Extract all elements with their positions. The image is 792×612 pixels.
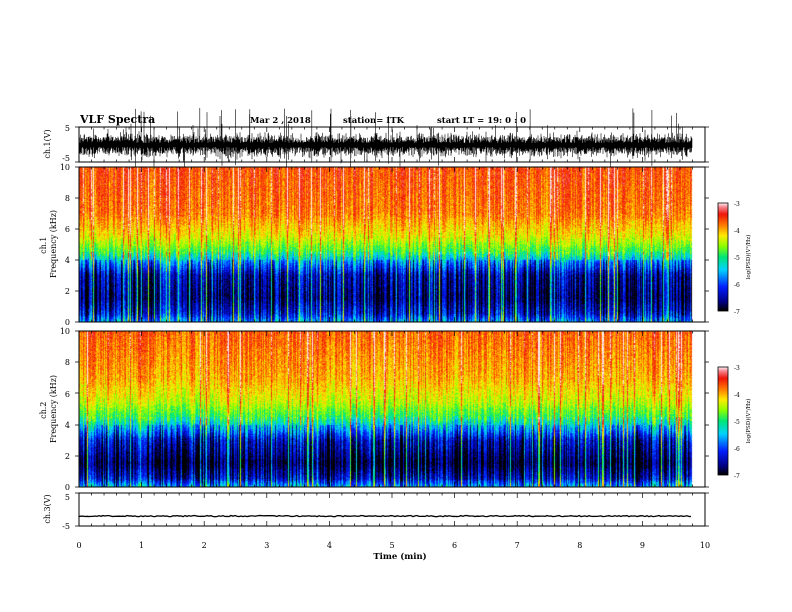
ch3-waveform-trace: [78, 514, 692, 518]
ch2-colorbar-tick-m6: -6: [734, 446, 740, 453]
ch2-colorbar-image: [718, 367, 728, 475]
x-tick-label: 3: [264, 541, 269, 550]
ch2-spectrogram-ticks: [75, 330, 709, 488]
ch2-colorbar-frame: [717, 366, 729, 476]
tick-marks: [75, 166, 709, 323]
ch3-waveform-panel: 5 -5 ch.3(V) 0 1 2 3 4 5 6 7 8 9 10 Time (min): [43, 492, 710, 562]
ch2-spectrogram-image: [79, 331, 705, 487]
ch2-ytick-10: 10: [60, 327, 70, 336]
figure-title: VLF Spectra: [79, 113, 155, 126]
x-tick-label: 6: [452, 541, 457, 550]
ch1-colorbar-tick-m3: -3: [734, 201, 740, 208]
ch2-spectrogram-ylabel: ch.2 Frequency (kHz): [39, 375, 58, 443]
ch1-waveform-ticks: [75, 126, 709, 163]
ch1-ytick-4: 4: [65, 256, 70, 265]
x-tick-label: 5: [389, 541, 394, 550]
ch2-ytick-2: 2: [65, 452, 70, 461]
x-tick-label: 7: [515, 541, 520, 550]
x-tick-labels: 0 1 2 3 4 5 6 7 8 9 10: [76, 541, 710, 550]
x-tick-label: 0: [76, 541, 81, 550]
ch3-waveform-ticks: [75, 492, 709, 527]
ch2-spectrogram-panel: 0 2 4 6 8 10 ch.2 Frequency (kHz) -3 -4 …: [39, 327, 752, 492]
ch1-ytick-10: 10: [60, 163, 70, 172]
ch2-colorbar-tick-m3: -3: [734, 365, 740, 372]
x-tick-label: 9: [640, 541, 645, 550]
ch2-ytick-0: 0: [65, 483, 70, 492]
ch3-waveform-line: [78, 514, 692, 518]
station-label: station= ITK: [343, 116, 405, 126]
ch1-waveform-ylabel: ch.1(V): [43, 129, 52, 158]
ch1-waveform-ytick-top: 5: [65, 124, 70, 133]
ch1-waveform-panel: 5 -5 ch.1(V): [43, 108, 709, 169]
ch1-colorbar-image: [718, 203, 728, 311]
start-time-label: start LT = 19: 0 : 0: [437, 116, 526, 126]
ch1-waveform-ytick-bottom: -5: [62, 154, 70, 163]
x-tick-label: 10: [700, 541, 710, 550]
tick-marks: [75, 492, 709, 527]
ch2-ytick-8: 8: [65, 358, 70, 367]
ch2-ytick-6: 6: [65, 390, 70, 399]
ch1-spectrogram-ylabel: ch.1 Frequency (kHz): [39, 210, 58, 278]
x-tick-label: 2: [202, 541, 207, 550]
ch1-ytick-8: 8: [65, 194, 70, 203]
ch1-ytick-2: 2: [65, 287, 70, 296]
ch1-colorbar-tick-m5: -5: [734, 255, 740, 262]
ch2-colorbar-tick-m5: -5: [734, 419, 740, 426]
ch2-colorbar-label: log(PSD)(V²/Hz): [745, 399, 752, 444]
x-tick-label: 8: [577, 541, 582, 550]
ch1-colorbar-frame: [717, 202, 729, 312]
ch1-colorbar-tick-m4: -4: [734, 228, 740, 235]
ch1-colorbar-tick-m7: -7: [734, 309, 740, 316]
ch1-spectrogram-panel: 0 2 4 6 8 10 ch.1 Frequency (kHz) -3 -4 …: [39, 163, 752, 327]
ch1-colorbar-label: log(PSD)(V²/Hz): [745, 235, 752, 280]
ch2-ytick-4: 4: [65, 421, 70, 430]
ch1-spectrogram-image: [79, 167, 705, 322]
ch3-waveform-ylabel: ch.3(V): [43, 494, 52, 523]
x-axis-label: Time (min): [373, 551, 426, 562]
date-label: Mar 2 , 2018: [250, 116, 311, 126]
x-tick-label: 1: [139, 541, 144, 550]
ch3-waveform-ytick-bottom: -5: [62, 522, 70, 531]
x-tick-label: 4: [327, 541, 332, 550]
ch2-colorbar-tick-m4: -4: [734, 392, 740, 399]
ch1-ytick-6: 6: [65, 225, 70, 234]
ch1-ytick-0: 0: [65, 318, 70, 327]
ch2-colorbar-tick-m7: -7: [734, 473, 740, 480]
ch3-waveform-ytick-top: 5: [65, 493, 70, 502]
tick-marks: [75, 126, 709, 163]
tick-marks: [75, 330, 709, 488]
ch1-colorbar-tick-m6: -6: [734, 282, 740, 289]
ch1-spectrogram-ticks: [75, 166, 709, 323]
